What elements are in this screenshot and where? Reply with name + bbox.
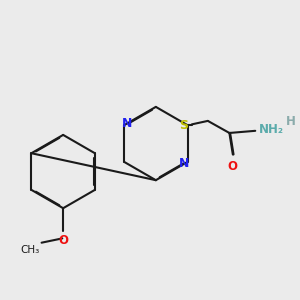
Text: CH₃: CH₃ xyxy=(20,245,39,255)
Text: H: H xyxy=(286,115,296,128)
Text: O: O xyxy=(228,160,238,173)
Text: O: O xyxy=(58,234,68,247)
Text: N: N xyxy=(179,157,189,170)
Text: S: S xyxy=(180,119,189,132)
Text: N: N xyxy=(122,117,133,130)
Text: NH₂: NH₂ xyxy=(259,124,284,136)
